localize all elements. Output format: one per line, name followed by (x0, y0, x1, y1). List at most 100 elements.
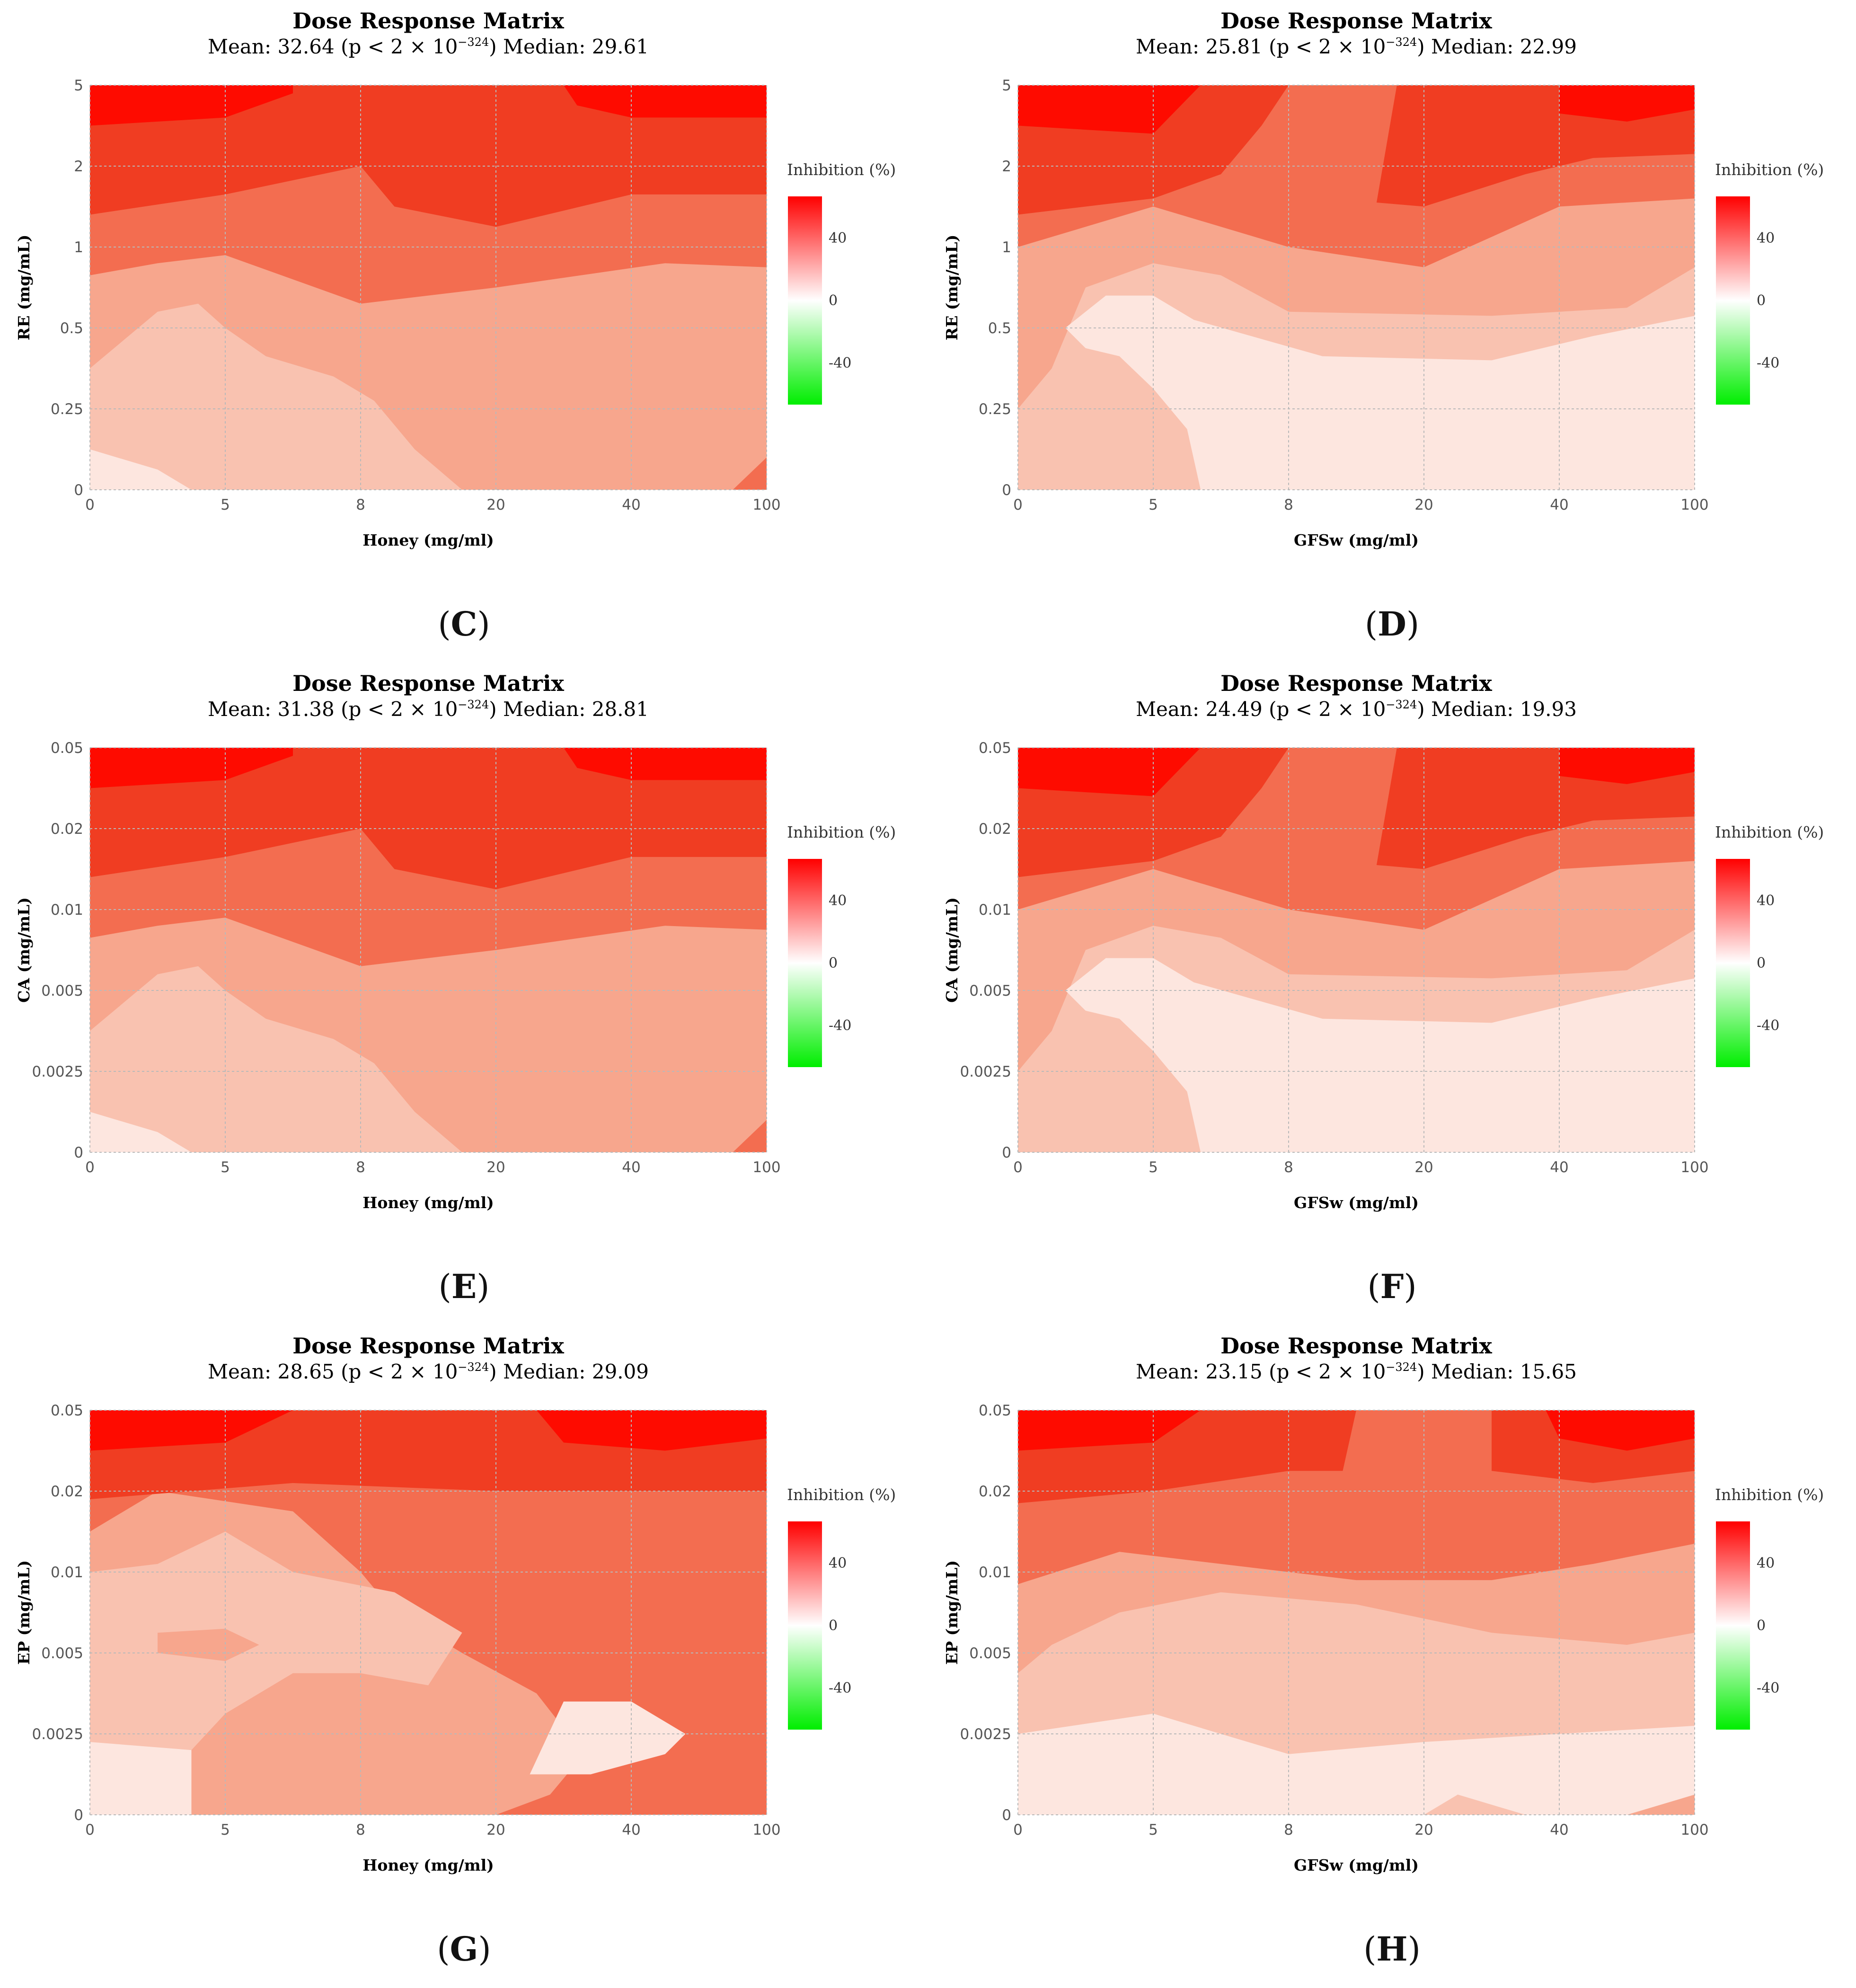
contour-band-C-5 (90, 85, 293, 126)
contour-band-F-6 (1018, 748, 1201, 796)
x-tick-label-G-3: 20 (486, 1821, 505, 1838)
x-tick-label-H-1: 5 (1149, 1821, 1158, 1838)
y-tick-label-G-4: 0.02 (51, 1483, 83, 1500)
panel-D: Dose Response Matrix Mean: 25.81 (p < 2 ×… (928, 0, 1856, 663)
y-tick-label-D-4: 2 (1002, 158, 1011, 175)
y-axis-label-G: EP (mg/mL) (15, 1560, 33, 1665)
legend-colorbar-E (788, 859, 822, 1067)
x-tick-label-E-1: 5 (221, 1159, 230, 1176)
x-axis-label-D: GFSw (mg/ml) (1294, 531, 1419, 549)
legend-colorbar-H (1716, 1521, 1750, 1730)
legend-title-E: Inhibition (%) (787, 823, 896, 841)
y-tick-label-G-1: 0.0025 (32, 1726, 83, 1743)
legend-title-F: Inhibition (%) (1715, 823, 1824, 841)
x-tick-label-H-5: 100 (1680, 1821, 1708, 1838)
x-axis-label-H: GFSw (mg/ml) (1294, 1856, 1419, 1874)
y-tick-label-H-0: 0 (1002, 1807, 1011, 1824)
contour-bands-E (90, 748, 767, 1152)
y-axis-label-H: EP (mg/mL) (943, 1560, 961, 1665)
x-tick-label-C-2: 8 (356, 496, 365, 513)
y-tick-label-G-3: 0.01 (51, 1564, 83, 1581)
x-tick-label-D-2: 8 (1284, 496, 1293, 513)
x-tick-label-C-1: 5 (221, 496, 230, 513)
contour-band-H-3 (1018, 1714, 1695, 1815)
x-tick-label-G-5: 100 (752, 1821, 780, 1838)
y-axis-label-C: RE (mg/mL) (15, 235, 33, 340)
x-axis-label-C: Honey (mg/ml) (362, 531, 494, 549)
y-tick-label-D-3: 1 (1002, 239, 1011, 256)
contour-band-H-7 (1546, 1410, 1695, 1451)
y-tick-label-F-1: 0.0025 (960, 1063, 1011, 1080)
chart-title-D: Dose Response Matrix (1220, 8, 1492, 34)
x-tick-label-D-4: 40 (1550, 496, 1568, 513)
y-tick-label-E-3: 0.01 (51, 901, 83, 919)
chart-title-E: Dose Response Matrix (292, 671, 564, 696)
legend-title-H: Inhibition (%) (1715, 1485, 1824, 1504)
legend-title-D: Inhibition (%) (1715, 160, 1824, 179)
legend-tick-F-1: 0 (1757, 955, 1766, 972)
y-tick-label-G-5: 0.05 (51, 1402, 83, 1419)
legend-colorbar-D (1716, 196, 1750, 405)
contour-band-G-8 (536, 1410, 767, 1451)
legend-tick-C-2: -40 (829, 355, 851, 371)
x-tick-label-G-0: 0 (85, 1821, 95, 1838)
legend-tick-F-2: -40 (1757, 1017, 1779, 1034)
y-tick-label-E-5: 0.05 (51, 740, 83, 757)
legend-tick-D-0: 40 (1757, 230, 1775, 247)
x-tick-label-F-1: 5 (1149, 1159, 1158, 1176)
contour-band-G-3 (90, 1742, 192, 1815)
y-tick-label-C-0: 0 (74, 482, 83, 499)
legend-tick-E-1: 0 (829, 955, 838, 972)
panel-label-D: (D) (1364, 604, 1420, 644)
y-tick-label-H-4: 0.02 (979, 1483, 1011, 1500)
x-axis-label-G: Honey (mg/ml) (362, 1856, 494, 1874)
legend-tick-D-1: 0 (1757, 292, 1766, 309)
chart-title-H: Dose Response Matrix (1220, 1333, 1492, 1359)
contour-band-F-7 (1559, 748, 1695, 784)
y-tick-label-E-2: 0.005 (41, 982, 83, 999)
x-axis-label-E: Honey (mg/ml) (362, 1193, 494, 1212)
panel-label-H: (H) (1363, 1929, 1421, 1969)
y-tick-label-H-3: 0.01 (979, 1564, 1011, 1581)
legend-tick-H-2: -40 (1757, 1680, 1779, 1696)
x-tick-label-F-5: 100 (1680, 1159, 1708, 1176)
contour-band-D-7 (1559, 85, 1695, 122)
y-tick-label-H-1: 0.0025 (960, 1726, 1011, 1743)
legend-colorbar-F (1716, 859, 1750, 1067)
contour-bands-D (1018, 85, 1695, 490)
y-tick-label-D-2: 0.5 (988, 320, 1011, 337)
contour-band-E-6 (564, 748, 767, 780)
y-axis-label-F: CA (mg/mL) (943, 897, 961, 1003)
legend-title-G: Inhibition (%) (787, 1485, 896, 1504)
panel-H: Dose Response Matrix Mean: 23.15 (p < 2 ×… (928, 1325, 1856, 1988)
chart-subtitle-F: Mean: 24.49 (p < 2 × 10−324) Median: 19.… (1136, 698, 1577, 721)
contour-band-G-2 (90, 1531, 462, 1815)
contour-band-C-2 (90, 303, 462, 490)
contour-band-C-3 (90, 449, 192, 490)
y-tick-label-F-3: 0.01 (979, 901, 1011, 919)
chart-subtitle-C: Mean: 32.64 (p < 2 × 10−324) Median: 29.… (208, 35, 649, 58)
chart-title-F: Dose Response Matrix (1220, 671, 1492, 696)
y-tick-label-D-0: 0 (1002, 482, 1011, 499)
y-tick-label-F-0: 0 (1002, 1144, 1011, 1161)
legend-title-C: Inhibition (%) (787, 160, 896, 179)
y-tick-label-H-2: 0.005 (969, 1645, 1011, 1662)
x-axis-label-F: GFSw (mg/ml) (1294, 1193, 1419, 1212)
legend-tick-G-2: -40 (829, 1680, 851, 1696)
y-tick-label-E-1: 0.0025 (32, 1063, 83, 1080)
chart-title-G: Dose Response Matrix (292, 1333, 564, 1359)
x-tick-label-E-2: 8 (356, 1159, 365, 1176)
chart-title-C: Dose Response Matrix (292, 8, 564, 34)
x-tick-label-E-0: 0 (85, 1159, 95, 1176)
y-tick-label-C-1: 0.25 (51, 401, 83, 418)
x-tick-label-C-4: 40 (622, 496, 640, 513)
x-tick-label-H-0: 0 (1013, 1821, 1023, 1838)
x-tick-label-F-3: 20 (1414, 1159, 1433, 1176)
x-tick-label-D-1: 5 (1149, 496, 1158, 513)
contour-band-H-6 (1018, 1410, 1201, 1451)
panel-E: Dose Response Matrix Mean: 31.38 (p < 2 ×… (0, 663, 928, 1325)
contour-band-C-6 (564, 85, 767, 118)
